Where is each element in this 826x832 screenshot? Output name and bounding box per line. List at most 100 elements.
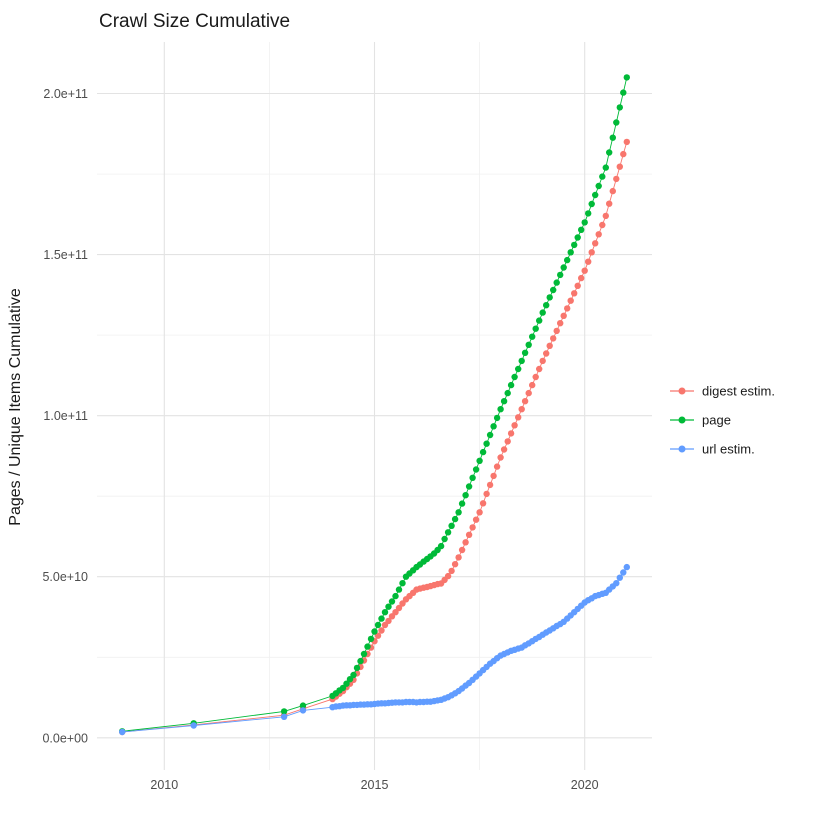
series-url-estim xyxy=(119,563,630,736)
data-point xyxy=(620,89,627,96)
data-point xyxy=(483,440,490,447)
y-axis-label: Pages / Unique Items Cumulative xyxy=(7,288,24,526)
data-point xyxy=(455,554,462,561)
series-layer xyxy=(119,74,630,736)
data-point xyxy=(381,609,389,616)
data-point xyxy=(437,542,445,550)
data-point xyxy=(504,389,511,397)
data-point xyxy=(462,539,469,546)
data-point xyxy=(479,448,487,456)
data-point xyxy=(543,302,550,309)
data-point xyxy=(511,373,518,381)
data-point xyxy=(378,615,385,622)
data-point xyxy=(599,221,606,229)
data-point xyxy=(623,74,630,81)
data-point xyxy=(525,389,532,397)
data-point xyxy=(280,708,288,715)
data-point xyxy=(364,643,371,650)
data-point xyxy=(451,561,459,568)
x-tick-label: 2010 xyxy=(150,778,178,792)
data-point xyxy=(564,256,571,264)
data-point xyxy=(346,676,354,683)
data-point xyxy=(465,531,473,538)
data-point xyxy=(493,414,501,422)
data-point xyxy=(280,713,288,720)
data-point xyxy=(385,617,392,625)
legend-key-point xyxy=(678,445,686,453)
data-point xyxy=(497,454,504,461)
data-point xyxy=(490,472,497,480)
data-point xyxy=(620,569,627,576)
data-point xyxy=(546,294,553,301)
data-point xyxy=(550,286,557,294)
data-point xyxy=(469,524,476,531)
data-point xyxy=(395,586,403,593)
data-point xyxy=(525,341,532,348)
data-point xyxy=(592,240,599,247)
data-point xyxy=(374,632,382,639)
data-point xyxy=(620,150,627,158)
data-point xyxy=(567,249,574,256)
data-point xyxy=(581,219,588,226)
data-point xyxy=(521,349,529,356)
data-point xyxy=(623,563,630,571)
axis-layer: 2010 2015 2020 0.0e+00 5.0e+10 1.0e+11 1.5e+11… xyxy=(42,87,598,792)
data-point xyxy=(557,271,564,279)
data-point xyxy=(571,241,578,249)
data-point xyxy=(616,163,623,170)
data-point xyxy=(451,515,459,523)
data-point xyxy=(581,267,588,274)
data-point xyxy=(613,580,620,587)
legend-item-digest-estim: digest estim. xyxy=(670,384,775,399)
data-point xyxy=(504,438,511,445)
data-point xyxy=(493,463,501,470)
data-point xyxy=(353,664,361,672)
data-point xyxy=(339,684,347,692)
data-point xyxy=(529,333,536,340)
data-point xyxy=(578,274,585,282)
data-point xyxy=(560,312,567,319)
data-point xyxy=(374,621,382,629)
data-point xyxy=(543,350,550,357)
legend-key-point xyxy=(678,387,686,395)
data-point xyxy=(518,406,525,413)
data-point xyxy=(560,264,567,271)
data-point xyxy=(574,282,581,289)
data-point xyxy=(546,342,553,349)
data-point xyxy=(623,138,630,146)
data-point xyxy=(529,381,536,389)
data-point xyxy=(557,320,564,327)
data-point xyxy=(388,598,396,605)
data-point xyxy=(515,365,522,373)
data-point xyxy=(613,175,620,183)
legend-key-point xyxy=(678,416,686,424)
data-point xyxy=(357,657,364,665)
data-point xyxy=(578,226,585,233)
data-point xyxy=(458,546,466,554)
data-point xyxy=(190,722,197,729)
data-point xyxy=(602,164,609,171)
data-point xyxy=(472,516,480,523)
data-point xyxy=(448,522,455,529)
data-point xyxy=(483,490,490,498)
series-digest-estim xyxy=(119,138,630,736)
data-point xyxy=(518,357,525,365)
data-point xyxy=(616,574,623,581)
chart-title: Crawl Size Cumulative xyxy=(99,11,290,32)
data-point xyxy=(602,212,609,220)
data-point xyxy=(507,381,515,389)
data-point xyxy=(532,373,539,381)
data-point xyxy=(444,572,452,580)
data-point xyxy=(378,627,385,634)
y-tick-label: 1.5e+11 xyxy=(43,248,88,262)
data-point xyxy=(119,728,126,736)
data-point xyxy=(609,134,616,141)
data-point xyxy=(441,535,448,543)
data-point xyxy=(585,210,592,217)
data-point xyxy=(476,509,483,516)
data-point xyxy=(465,483,473,490)
data-point xyxy=(472,466,480,473)
data-point xyxy=(500,446,508,453)
data-point xyxy=(588,249,595,256)
